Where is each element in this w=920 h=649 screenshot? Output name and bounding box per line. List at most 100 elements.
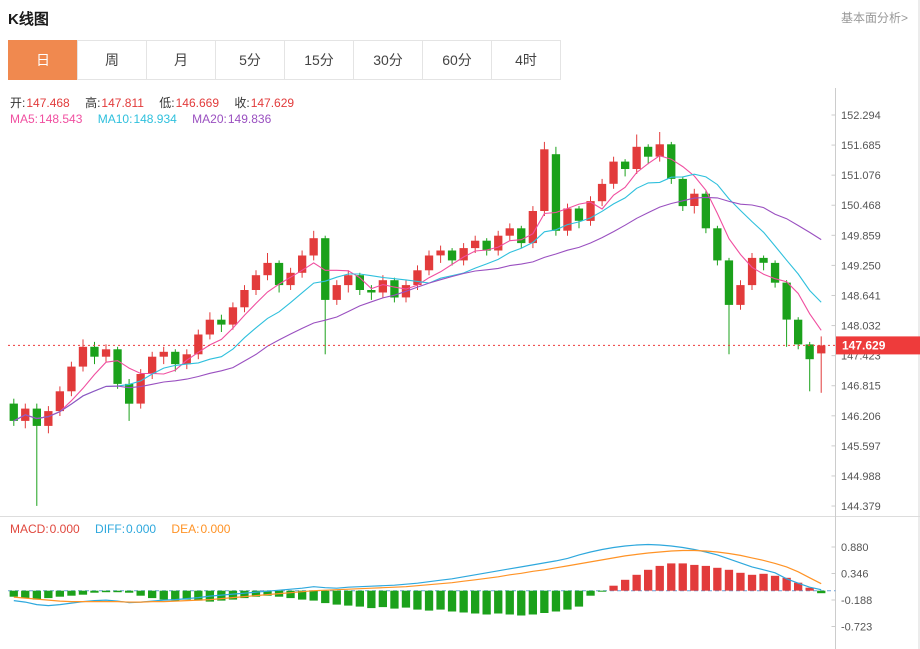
macd-bar xyxy=(459,590,468,613)
macd-bar xyxy=(355,590,364,607)
tab-60min[interactable]: 60分 xyxy=(422,40,492,80)
candle xyxy=(424,255,434,271)
close-value: 147.629 xyxy=(250,96,295,110)
candle xyxy=(136,374,145,404)
candle xyxy=(251,275,261,290)
candle xyxy=(378,280,387,293)
macd-bar xyxy=(9,590,18,597)
candle xyxy=(574,208,584,221)
candle xyxy=(447,250,457,261)
candle xyxy=(125,383,134,404)
candle xyxy=(459,248,468,261)
candle xyxy=(747,257,757,286)
macd-tick-label: -0.188 xyxy=(841,595,872,607)
svg-text:147.629: 147.629 xyxy=(842,338,886,352)
macd-tick-label: 0.346 xyxy=(841,569,869,581)
macd-bar xyxy=(298,590,307,600)
candle xyxy=(309,238,318,256)
candle xyxy=(159,351,168,357)
tab-15min[interactable]: 15分 xyxy=(284,40,354,80)
candle xyxy=(240,290,249,308)
diff-value: 0.000 xyxy=(126,522,157,536)
high-label: 高: xyxy=(85,96,101,110)
macd-bar xyxy=(759,573,768,591)
candle xyxy=(482,240,491,251)
macd-bar xyxy=(321,590,330,604)
candle xyxy=(817,345,826,354)
candle xyxy=(263,262,272,276)
macd-bar xyxy=(540,590,549,613)
candle xyxy=(632,146,641,169)
candle xyxy=(678,178,687,207)
candle xyxy=(321,238,330,300)
candle xyxy=(332,285,341,300)
macd-bar xyxy=(794,582,803,591)
tab-day[interactable]: 日 xyxy=(8,40,78,80)
candle xyxy=(794,319,803,345)
macd-bar xyxy=(390,590,399,609)
dea-value: 0.000 xyxy=(200,522,231,536)
macd-bar xyxy=(125,590,134,593)
macd-bar xyxy=(78,590,88,595)
macd-bar xyxy=(713,567,722,591)
candle xyxy=(724,260,734,305)
macd-label: MACD: xyxy=(10,522,49,536)
ma5-value: 148.543 xyxy=(39,112,83,126)
candle xyxy=(759,257,768,263)
candle xyxy=(540,149,549,211)
macd-bar xyxy=(505,590,514,615)
macd-bar xyxy=(21,590,30,599)
tab-week[interactable]: 周 xyxy=(77,40,147,80)
macd-tick-label: 0.880 xyxy=(841,542,869,554)
macd-bar xyxy=(632,574,641,591)
macd-tick-label: -0.723 xyxy=(841,622,872,634)
macd-bar xyxy=(644,569,653,591)
low-value: 146.669 xyxy=(175,96,219,110)
candle xyxy=(113,349,122,384)
macd-bar xyxy=(367,590,376,609)
price-tick-label: 144.988 xyxy=(841,471,881,483)
price-tick-label: 146.206 xyxy=(841,411,881,423)
macd-bar xyxy=(517,590,526,616)
tab-month[interactable]: 月 xyxy=(146,40,216,80)
ma5-line xyxy=(13,155,822,422)
ma10-value: 148.934 xyxy=(133,112,177,126)
dea-label: DEA: xyxy=(171,522,200,536)
tab-5min[interactable]: 5分 xyxy=(215,40,285,80)
macd-bar xyxy=(655,565,664,591)
ma20-label: MA20: xyxy=(192,112,227,126)
chart-area: 152.294 151.685 151.076 150.468 149.859 149.2… xyxy=(0,88,920,649)
macd-chart[interactable]: 0.880 0.346 -0.188 -0.723 xyxy=(0,516,920,649)
macd-bar xyxy=(55,590,64,597)
candlestick-chart[interactable]: 152.294 151.685 151.076 150.468 149.859 149.2… xyxy=(0,88,920,516)
timeframe-tabs: 日 周 月 5分 15分 30分 60分 4时 xyxy=(8,40,918,80)
macd-bar xyxy=(332,590,341,605)
candle xyxy=(701,193,710,229)
macd-bar xyxy=(690,564,699,591)
candle xyxy=(274,262,284,286)
candle xyxy=(90,346,99,357)
macd-bar xyxy=(90,590,99,593)
macd-bar xyxy=(401,590,411,608)
fundamental-analysis-link[interactable]: 基本面分析> xyxy=(840,11,908,25)
macd-bar xyxy=(805,587,814,591)
candle xyxy=(805,344,814,360)
tab-4hour[interactable]: 4时 xyxy=(491,40,561,80)
candle xyxy=(101,349,111,357)
candle xyxy=(655,144,664,157)
price-tick-label: 148.641 xyxy=(841,290,881,302)
macd-bar xyxy=(436,590,445,610)
macd-bar xyxy=(482,590,491,615)
candle xyxy=(67,366,76,392)
macd-bar xyxy=(44,590,53,599)
high-value: 147.811 xyxy=(101,96,144,110)
tab-30min[interactable]: 30分 xyxy=(353,40,423,80)
candle xyxy=(644,146,653,157)
candle xyxy=(390,280,399,298)
candle xyxy=(471,240,480,249)
candle xyxy=(286,272,295,286)
dea-line xyxy=(13,549,822,603)
macd-bar xyxy=(228,590,238,600)
candle xyxy=(436,250,445,256)
